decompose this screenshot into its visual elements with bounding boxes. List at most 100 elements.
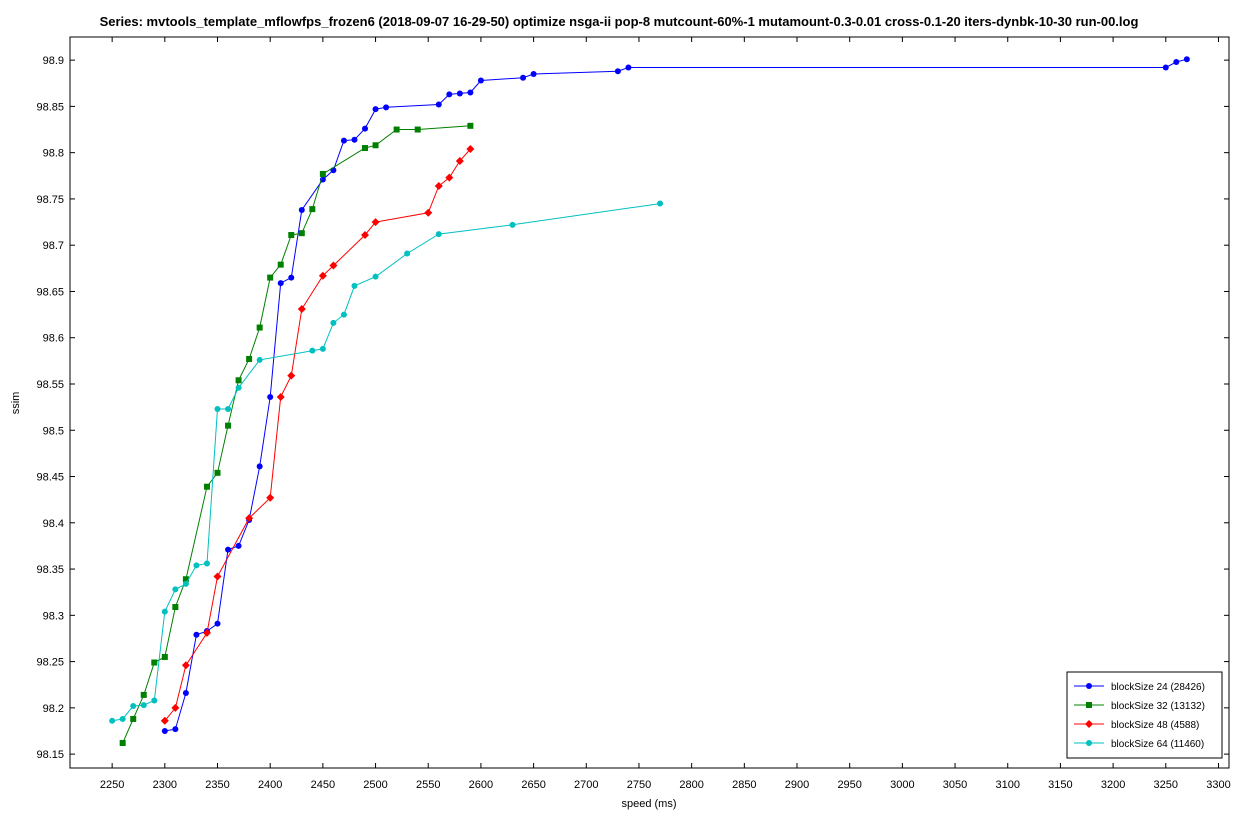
data-point <box>160 716 169 725</box>
legend-item: blockSize 64 (11460) <box>1074 739 1204 750</box>
y-tick-label: 98.75 <box>36 194 64 206</box>
data-point <box>256 463 263 470</box>
legend-label: blockSize 48 (4588) <box>1111 720 1199 731</box>
data-point <box>277 280 284 287</box>
data-point <box>414 126 421 133</box>
data-point <box>182 690 189 697</box>
x-tick-label: 2500 <box>363 779 387 791</box>
data-point <box>372 142 379 149</box>
legend-marker <box>1086 740 1092 746</box>
legend: blockSize 24 (28426) blockSize 32 (13132)… <box>1066 671 1223 759</box>
data-point <box>172 726 179 733</box>
y-tick-label: 98.5 <box>43 425 64 437</box>
x-tick-label: 3250 <box>1154 779 1178 791</box>
y-tick-label: 98.6 <box>43 333 64 345</box>
x-tick-label: 2900 <box>785 779 809 791</box>
data-point <box>362 145 369 152</box>
data-point <box>446 91 453 98</box>
data-point <box>297 305 306 314</box>
data-point <box>393 126 400 133</box>
data-point <box>1173 58 1180 65</box>
data-point <box>340 137 347 144</box>
data-point <box>225 422 232 429</box>
data-point <box>319 345 326 352</box>
legend-item: blockSize 48 (4588) <box>1074 720 1199 731</box>
x-tick-label: 2700 <box>574 779 598 791</box>
x-tick-label: 2600 <box>469 779 493 791</box>
data-point <box>151 697 158 704</box>
data-point <box>362 125 369 132</box>
y-axis: 98.15 98.2 98.25 98.3 98.35 98.4 98.45 98.5 98.5… <box>36 55 1229 761</box>
data-point <box>1162 64 1169 71</box>
data-point <box>256 356 263 363</box>
data-point <box>509 221 516 228</box>
x-tick-label: 2950 <box>837 779 861 791</box>
data-point <box>318 271 327 280</box>
data-point <box>277 261 284 268</box>
data-point <box>477 77 484 84</box>
data-point <box>130 703 137 710</box>
y-tick-label: 98.4 <box>43 518 64 530</box>
x-tick-label: 3000 <box>890 779 914 791</box>
data-point <box>181 661 190 670</box>
y-axis-label: ssim <box>10 392 22 415</box>
data-point <box>256 324 263 331</box>
data-point <box>372 106 379 113</box>
data-point <box>383 104 390 111</box>
y-tick-label: 98.25 <box>36 657 64 669</box>
data-point <box>614 68 621 75</box>
y-tick-label: 98.9 <box>43 55 64 67</box>
data-point <box>520 74 527 81</box>
data-point <box>235 542 242 549</box>
data-point <box>456 90 463 97</box>
data-point <box>193 631 200 638</box>
y-tick-label: 98.8 <box>43 148 64 160</box>
data-point <box>435 101 442 108</box>
legend-label: blockSize 64 (11460) <box>1111 739 1204 750</box>
legend-label: blockSize 24 (28426) <box>1111 682 1205 693</box>
data-point <box>467 89 474 96</box>
data-point <box>361 231 370 240</box>
x-tick-label: 2550 <box>416 779 440 791</box>
series-3 <box>160 144 475 725</box>
x-tick-label: 2350 <box>205 779 229 791</box>
data-point <box>309 347 316 354</box>
x-tick-label: 2850 <box>732 779 756 791</box>
y-tick-label: 98.35 <box>36 564 64 576</box>
legend-marker <box>1086 702 1092 708</box>
data-point <box>213 572 222 581</box>
legend-item: blockSize 24 (28426) <box>1074 682 1205 693</box>
data-point <box>298 230 305 237</box>
data-point <box>467 122 474 129</box>
data-point <box>235 377 242 384</box>
data-point <box>202 628 211 637</box>
data-point <box>340 311 347 318</box>
data-point <box>530 71 537 78</box>
x-tick-label: 2800 <box>679 779 703 791</box>
x-tick-label: 3150 <box>1048 779 1072 791</box>
data-point <box>276 392 285 401</box>
y-tick-label: 98.45 <box>36 472 64 484</box>
chart-title: Series: mvtools_template_mflowfps_frozen… <box>100 14 1139 29</box>
x-tick-label: 2450 <box>311 779 335 791</box>
data-point <box>372 273 379 280</box>
data-point <box>435 231 442 238</box>
data-point <box>371 218 380 227</box>
x-tick-label: 2250 <box>100 779 124 791</box>
x-tick-label: 2750 <box>627 779 651 791</box>
series-layer <box>109 56 1190 747</box>
data-point <box>214 469 221 476</box>
data-point <box>109 717 116 724</box>
data-point <box>330 319 337 326</box>
x-tick-label: 2650 <box>521 779 545 791</box>
x-tick-label: 2300 <box>153 779 177 791</box>
data-point <box>267 274 274 281</box>
data-point <box>235 384 242 391</box>
data-point <box>119 715 126 722</box>
legend-marker <box>1085 720 1093 728</box>
data-point <box>298 207 305 214</box>
data-point <box>172 586 179 593</box>
legend-marker <box>1086 683 1092 689</box>
data-point <box>288 232 295 239</box>
data-point <box>266 493 275 502</box>
